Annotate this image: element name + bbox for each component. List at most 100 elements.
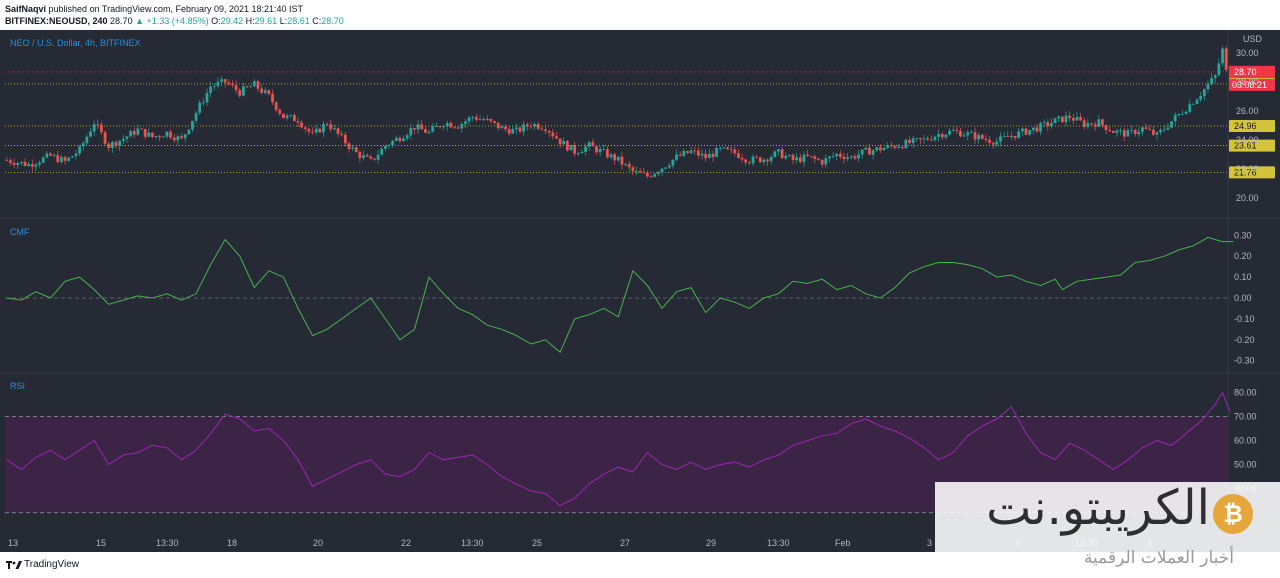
- candle-body: [34, 164, 38, 167]
- cmf-tick-label: -0.20: [1234, 335, 1255, 345]
- candle-body: [478, 119, 482, 121]
- candle-body: [238, 90, 242, 96]
- candle-body: [474, 117, 478, 120]
- candle-body: [1006, 136, 1010, 137]
- candle-body: [824, 158, 828, 165]
- cmf-tick-label: -0.10: [1234, 314, 1255, 324]
- candle-body: [169, 131, 172, 138]
- candle-body: [234, 85, 238, 91]
- candle-body: [904, 139, 908, 149]
- candle-body: [682, 151, 686, 156]
- candle-body: [464, 121, 467, 124]
- x-tick-label: 13: [8, 538, 18, 548]
- candle-body: [802, 154, 806, 162]
- level-label: 24.96: [1234, 121, 1257, 131]
- candle-body: [500, 126, 504, 129]
- candle-body: [791, 155, 795, 161]
- candle-body: [755, 156, 759, 158]
- level-label: 23.61: [1234, 141, 1257, 151]
- candle-body: [507, 129, 511, 134]
- candle-body: [1053, 118, 1057, 124]
- candle-body: [402, 138, 405, 142]
- candle-body: [409, 128, 413, 136]
- cmf-pane-title: CMF: [10, 227, 30, 237]
- candle-body: [1050, 123, 1053, 126]
- candle-body: [394, 137, 398, 141]
- candle-body: [431, 126, 435, 132]
- candle-body: [667, 165, 671, 168]
- candle-body: [580, 151, 584, 154]
- x-tick-label: 27: [620, 538, 630, 548]
- candle-body: [806, 154, 809, 156]
- candle-body: [1195, 99, 1199, 104]
- candle-body: [995, 141, 999, 145]
- candle-body: [649, 176, 653, 178]
- candle-body: [424, 129, 427, 133]
- candle-body: [282, 113, 285, 119]
- candle-body: [249, 86, 253, 88]
- candle-body: [1064, 115, 1068, 123]
- candle-body: [52, 155, 56, 156]
- author-name[interactable]: SaifNaqvi: [5, 4, 47, 14]
- candle-body: [529, 126, 533, 128]
- candle-body: [405, 135, 409, 139]
- cmf-line: [6, 236, 1234, 354]
- candle-body: [1046, 122, 1050, 126]
- candle-body: [591, 142, 595, 147]
- candle-body: [125, 136, 129, 139]
- candle-body: [849, 156, 853, 158]
- candle-body: [70, 156, 74, 158]
- candle-body: [533, 124, 536, 127]
- candle-body: [23, 161, 27, 166]
- candle-body: [107, 143, 111, 148]
- price-change: +1.33 (+4.85%): [146, 16, 209, 26]
- candle-body: [1130, 129, 1133, 131]
- candle-body: [292, 115, 296, 122]
- low-value: 28.61: [287, 16, 310, 26]
- candle-body: [879, 147, 882, 151]
- candle-body: [980, 134, 984, 139]
- candle-body: [118, 140, 122, 147]
- candle-body: [227, 82, 231, 85]
- candle-body: [1111, 131, 1115, 133]
- candle-body: [562, 140, 566, 145]
- candle-body: [110, 142, 114, 148]
- rsi-line: [6, 391, 1231, 507]
- candle-body: [536, 124, 540, 129]
- candle-body: [278, 109, 282, 114]
- candle-body: [631, 167, 635, 172]
- candle-body: [624, 163, 627, 165]
- rsi-tick-label: 50.00: [1234, 460, 1257, 470]
- tradingview-logo-icon[interactable]: [6, 560, 22, 570]
- candle-body: [289, 115, 293, 116]
- candle-body: [205, 92, 209, 103]
- candle-body: [737, 153, 740, 158]
- candle-body: [256, 81, 260, 89]
- candle-body: [325, 124, 329, 125]
- candle-body: [860, 149, 864, 155]
- candle-body: [416, 124, 420, 130]
- candle-body: [453, 127, 456, 129]
- candle-body: [511, 128, 515, 134]
- bitcoin-coin-icon: ₿: [1213, 494, 1253, 534]
- tradingview-brand[interactable]: TradingView: [24, 559, 80, 570]
- candle-body: [700, 153, 704, 156]
- candle-body: [1184, 111, 1188, 114]
- candle-body: [92, 124, 96, 132]
- candle-body: [1086, 123, 1090, 127]
- candle-body: [1173, 115, 1177, 122]
- candle-body: [1071, 117, 1075, 121]
- candle-body: [984, 138, 988, 140]
- candle-body: [263, 90, 267, 93]
- candle-body: [820, 160, 824, 165]
- candle-body: [1210, 77, 1214, 85]
- candle-body: [194, 112, 198, 121]
- candle-body: [1141, 127, 1144, 132]
- candle-body: [817, 158, 820, 161]
- candle-body: [973, 132, 977, 140]
- candle-body: [158, 136, 162, 138]
- candle-body: [187, 129, 191, 135]
- candle-body: [449, 123, 453, 128]
